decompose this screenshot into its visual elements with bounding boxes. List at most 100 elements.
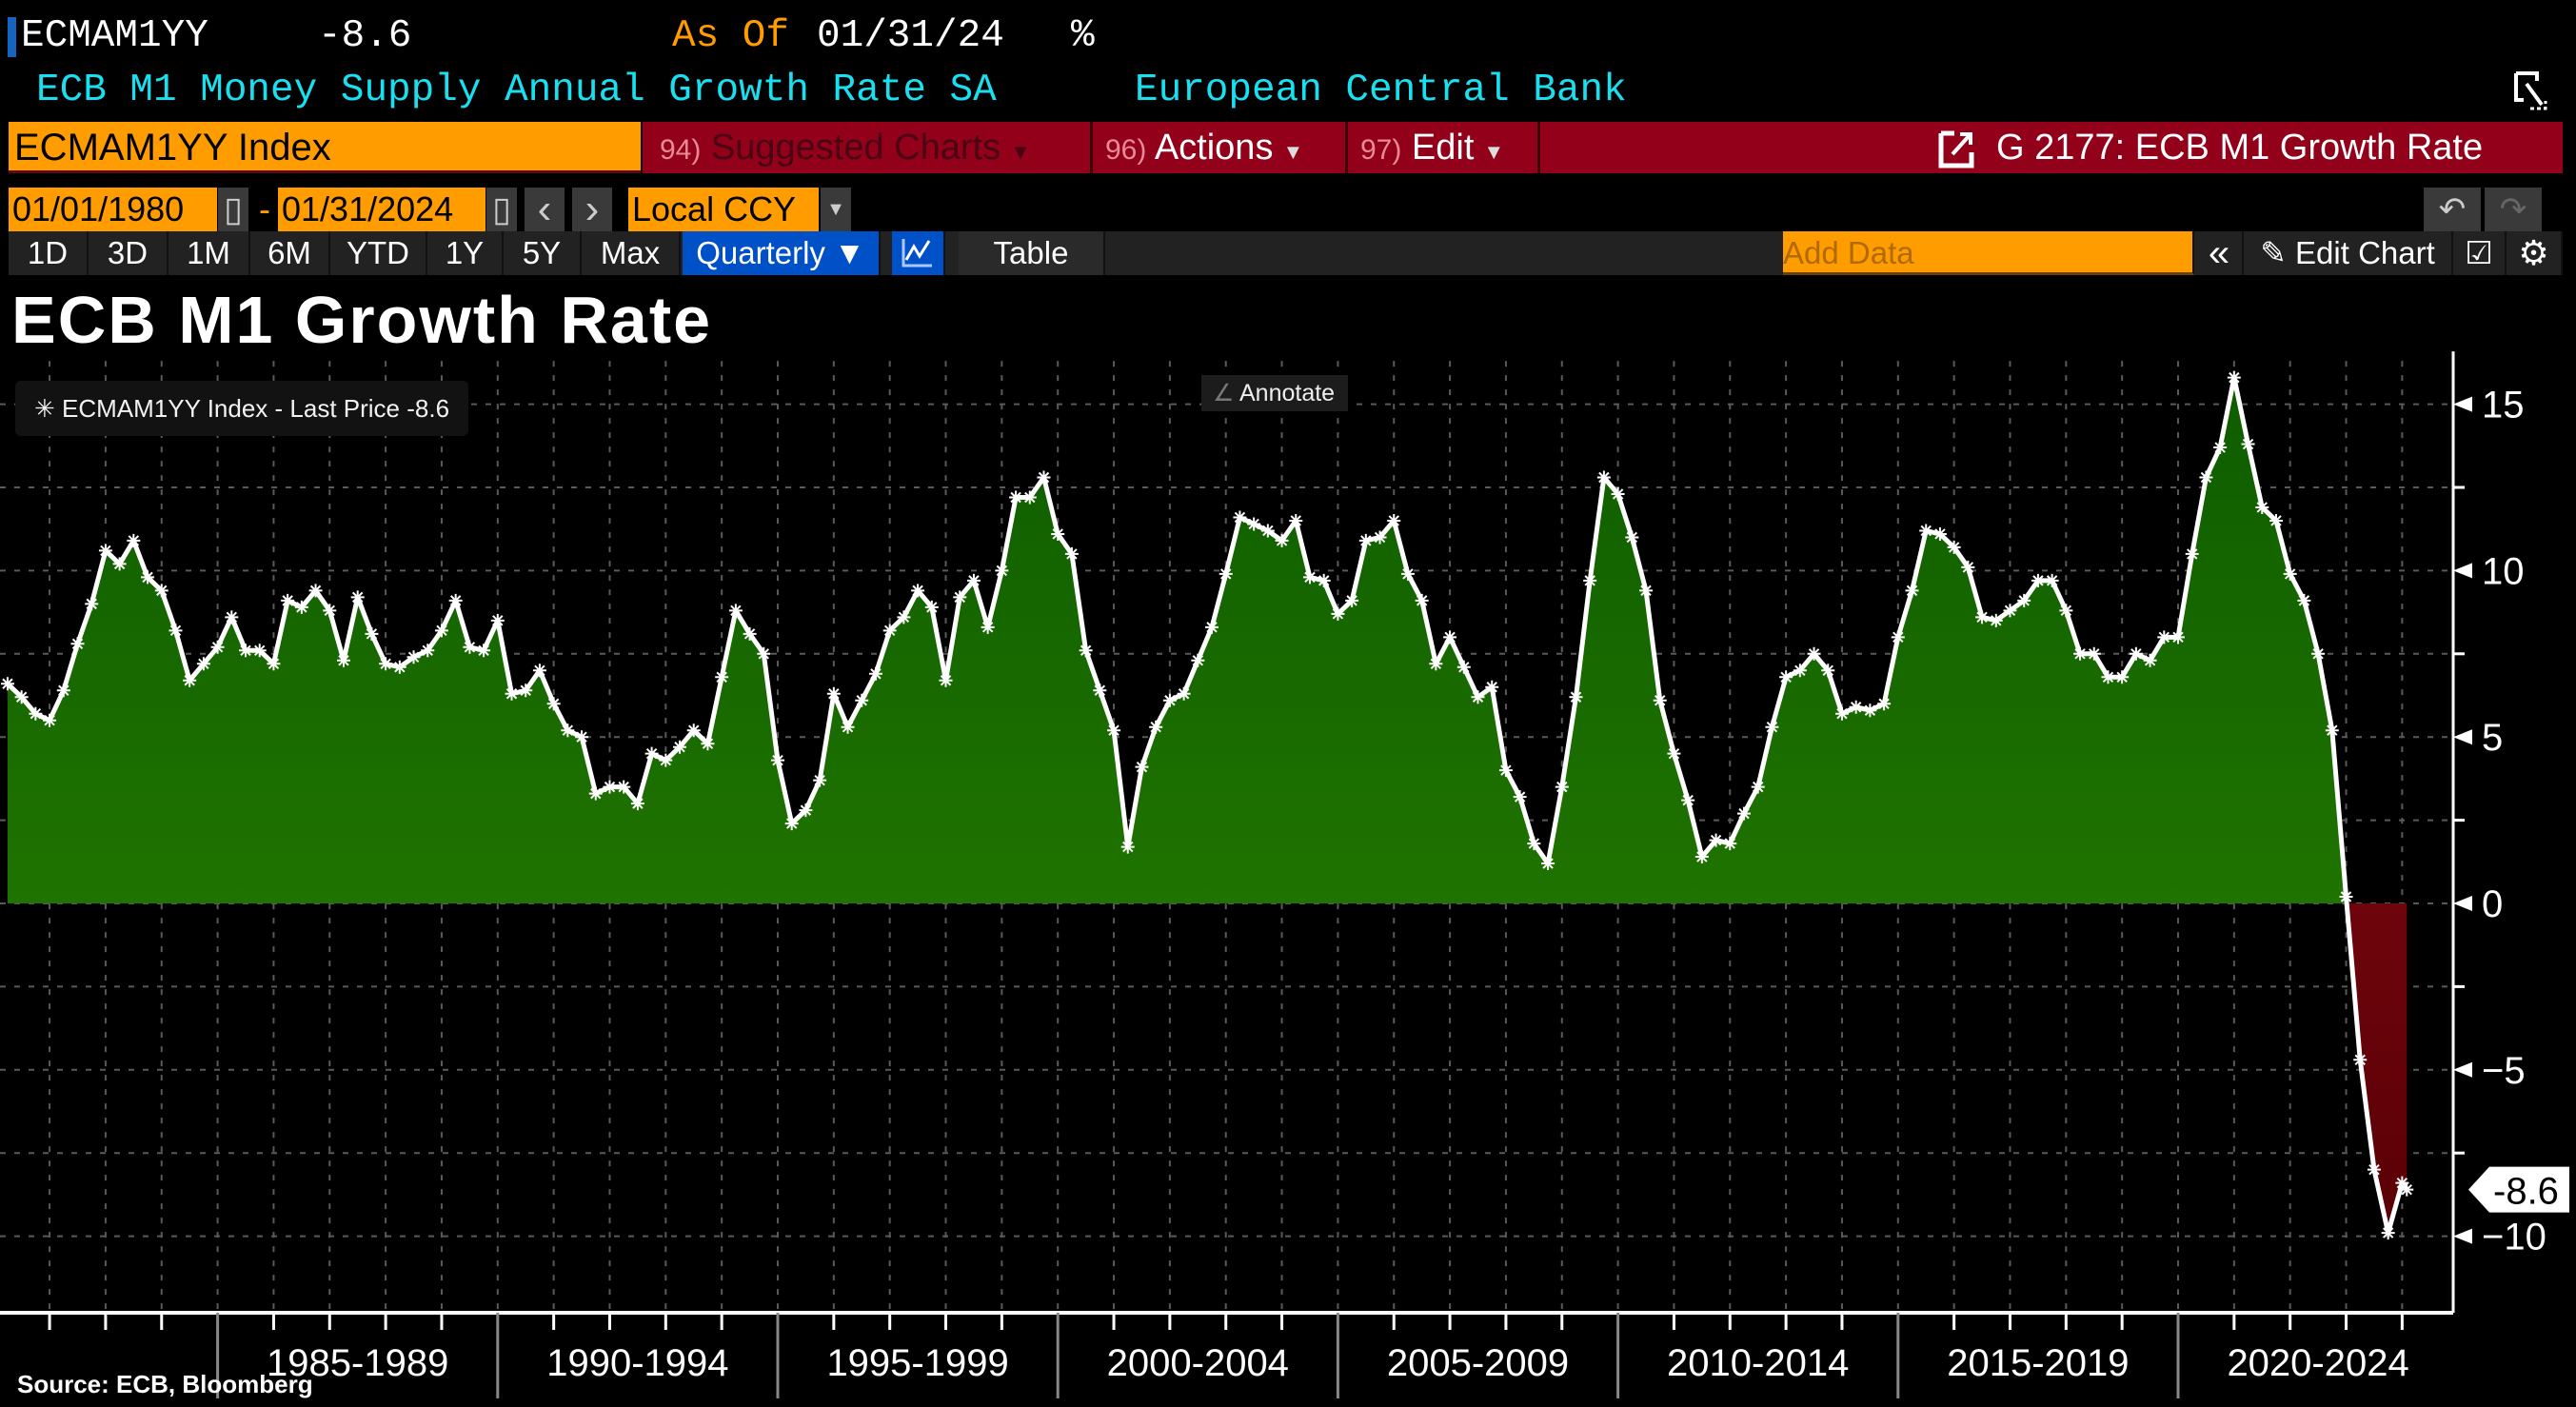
- data-point: [1709, 833, 1723, 847]
- start-date-input[interactable]: 01/01/1980: [9, 188, 217, 231]
- data-point: [826, 686, 841, 701]
- x-period-label: 1990-1994: [546, 1342, 728, 1384]
- external-link-icon: [1938, 130, 1974, 168]
- y-tick-marker: [2453, 563, 2472, 579]
- last-value: -8.6: [318, 14, 412, 58]
- table-button[interactable]: Table: [959, 231, 1105, 275]
- data-point: [1387, 513, 1401, 527]
- data-point: [2101, 670, 2115, 684]
- calendar-icon[interactable]: ▯: [218, 188, 248, 231]
- data-point: [1905, 584, 1919, 598]
- y-tick-marker: [2453, 729, 2472, 745]
- data-point: [56, 684, 70, 698]
- data-point: [2325, 723, 2339, 738]
- menu-label: Actions: [1154, 128, 1274, 168]
- data-point: [1317, 573, 1331, 587]
- suggested-charts-menu[interactable]: 94) Suggested Charts ▼: [660, 122, 1031, 173]
- data-point: [813, 773, 827, 787]
- undo-icon[interactable]: ↶: [2424, 188, 2481, 231]
- menu-number: 94): [660, 134, 702, 166]
- redo-icon[interactable]: ↷: [2485, 188, 2542, 231]
- data-point: [421, 644, 435, 658]
- data-point: [2031, 573, 2045, 587]
- data-point: [1919, 524, 1933, 538]
- data-point: [2073, 646, 2088, 661]
- edit-menu[interactable]: 97) Edit ▼: [1360, 122, 1504, 173]
- range-1y[interactable]: 1Y: [427, 231, 504, 275]
- calendar-icon[interactable]: ▯: [486, 188, 517, 231]
- range-6m[interactable]: 6M: [250, 231, 330, 275]
- gear-icon[interactable]: ⚙: [2507, 231, 2563, 275]
- range-3d[interactable]: 3D: [89, 231, 168, 275]
- data-point: [924, 600, 939, 614]
- next-period-button[interactable]: ›: [572, 188, 612, 231]
- chart-settings-icon[interactable]: ☑: [2453, 231, 2507, 275]
- data-point: [225, 610, 239, 624]
- data-point: [392, 660, 406, 674]
- data-point: [1975, 610, 1990, 624]
- y-tick-label: 5: [2482, 717, 2503, 759]
- data-point: [686, 723, 701, 738]
- data-point: [1779, 670, 1793, 684]
- end-date-input[interactable]: 01/31/2024: [278, 188, 485, 231]
- chart-legend[interactable]: ✳ ECMAM1YY Index - Last Price -8.6: [15, 381, 468, 436]
- annotate-label: Annotate: [1239, 380, 1336, 406]
- data-point: [1694, 850, 1709, 864]
- range-1m[interactable]: 1M: [168, 231, 250, 275]
- data-point: [406, 650, 421, 664]
- data-point: [1569, 690, 1583, 704]
- annotate-button[interactable]: ∠ Annotate: [1201, 375, 1348, 411]
- range-5y[interactable]: 5Y: [504, 231, 582, 275]
- data-point: [1834, 706, 1849, 721]
- chart-toolbar: 1D 3D 1M 6M YTD 1Y 5Y Max Quarterly ▼ Ta…: [9, 231, 2563, 275]
- data-point: [1961, 560, 1975, 574]
- data-point: [2227, 370, 2241, 385]
- line-chart-icon[interactable]: [892, 231, 945, 275]
- data-point: [1498, 763, 1513, 778]
- data-point: [1149, 720, 1163, 734]
- x-period-label: 1995-1999: [826, 1342, 1008, 1384]
- previous-period-button[interactable]: ‹: [525, 188, 565, 231]
- add-data-input[interactable]: Add Data: [1783, 231, 2194, 275]
- positive-area: [7, 377, 2408, 904]
- menu-label: Edit: [1411, 128, 1475, 168]
- data-point: [1891, 630, 1905, 644]
- data-point: [588, 786, 603, 801]
- range-ytd[interactable]: YTD: [330, 231, 427, 275]
- data-point: [1653, 693, 1667, 707]
- actions-menu[interactable]: 96) Actions ▼: [1105, 122, 1303, 173]
- data-point: [1051, 526, 1065, 541]
- data-point: [98, 544, 112, 558]
- collapse-button[interactable]: «: [2196, 231, 2244, 275]
- data-point: [1233, 510, 1247, 525]
- range-max[interactable]: Max: [582, 231, 681, 275]
- data-point: [2213, 441, 2228, 455]
- data-point: [141, 570, 155, 585]
- data-point: [1009, 490, 1023, 505]
- data-point: [2199, 470, 2213, 485]
- data-point: [505, 686, 519, 701]
- data-point: [1443, 630, 1457, 644]
- data-point: [434, 624, 448, 638]
- range-1d[interactable]: 1D: [9, 231, 89, 275]
- data-point: [1667, 746, 1681, 761]
- x-period-label: 2015-2019: [1947, 1342, 2129, 1384]
- y-tick-marker: [2453, 896, 2472, 911]
- security-input[interactable]: ECMAM1YY Index: [9, 122, 641, 173]
- chart-reference-link[interactable]: G 2177: ECB M1 Growth Rate: [1937, 122, 2483, 173]
- popout-icon[interactable]: [2513, 70, 2547, 114]
- currency-select[interactable]: Local CCY: [628, 188, 819, 231]
- data-point: [2255, 500, 2269, 514]
- data-point: [2241, 437, 2255, 451]
- data-point: [1681, 793, 1695, 807]
- data-point: [168, 624, 183, 638]
- edit-chart-button[interactable]: ✎ Edit Chart: [2244, 231, 2453, 275]
- frequency-select[interactable]: Quarterly ▼: [683, 231, 881, 275]
- y-tick-label: −10: [2482, 1217, 2546, 1258]
- y-tick-label: 0: [2482, 883, 2503, 925]
- data-point: [1513, 790, 1527, 804]
- x-period-label: 2005-2009: [1387, 1342, 1569, 1384]
- menu-bar: 94) Suggested Charts ▼ 96) Actions ▼ 97) E…: [643, 122, 2563, 173]
- caret-down-icon[interactable]: ▼: [821, 188, 851, 231]
- date-separator: -: [259, 189, 270, 228]
